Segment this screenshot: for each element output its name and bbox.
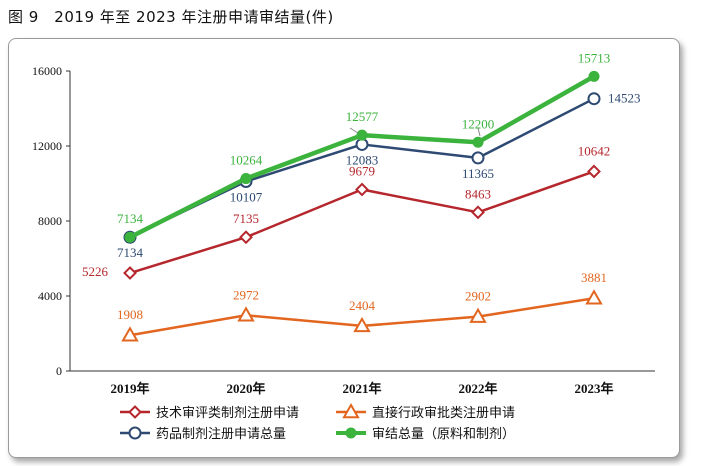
circle-marker [128,426,142,440]
data-label: 12577 [346,109,379,124]
data-label: 7134 [117,211,144,226]
data-label: 12200 [462,116,495,131]
legend-label: 审结总量（原料和制剂） [372,427,515,442]
data-label: 15713 [578,50,611,65]
x-tick-label: 2020年 [226,381,265,396]
x-tick-label: 2019年 [110,381,149,396]
triangle-marker [353,316,371,333]
triangle-marker [469,307,487,323]
data-label: 7135 [233,211,259,226]
figure-title: 图 9 2019 年至 2023 年注册申请审结量(件) [8,8,334,26]
data-label: 5226 [82,264,109,279]
triangle-marker [585,289,603,305]
data-label: 11365 [462,166,494,181]
circle-marker [471,151,485,165]
data-label: 2972 [233,287,259,302]
data-label: 3881 [581,270,607,285]
dot-marker [345,427,357,439]
diamond-marker [355,182,369,197]
triangle-marker [121,326,139,342]
data-label: 9679 [349,164,375,179]
data-label: 2902 [465,289,491,304]
x-tick-label: 2021年 [342,381,381,396]
legend-label: 技术审评类制剂注册申请 [156,406,299,421]
data-label: 12083 [346,152,379,167]
legend-label: 直接行政审批类注册申请 [372,405,515,421]
dot-marker [356,129,368,141]
data-label: 2404 [349,298,376,313]
y-tick-label: 0 [56,364,62,378]
dot-marker [472,136,484,148]
data-label: 7134 [117,245,144,260]
diamond-marker [123,266,137,280]
dot-marker [124,231,136,243]
leader-line [477,127,481,137]
legend-label: 药品制剂注册申请总量 [156,427,286,442]
data-label: 10264 [230,153,263,168]
triangle-marker [237,306,255,322]
data-label: 14523 [608,91,641,106]
dot-marker [588,70,600,82]
diamond-marker [587,164,601,179]
circle-marker [587,92,601,106]
data-label: 10642 [578,143,611,158]
chart-frame [8,38,680,458]
y-tick-label: 16000 [32,64,62,78]
diamond-marker [239,230,253,245]
y-tick-label: 4000 [38,289,62,303]
data-label: 10107 [230,189,263,204]
data-label: 8463 [465,186,491,201]
y-tick-label: 8000 [38,214,62,228]
x-tick-label: 2023年 [574,381,613,396]
x-tick-label: 2022年 [458,381,497,396]
leader-line [349,127,359,134]
triangle-marker [342,402,360,419]
diamond-marker [128,405,142,419]
diamond-marker [471,205,485,220]
data-label: 1908 [117,307,143,322]
dot-marker [240,173,252,185]
y-tick-label: 12000 [32,139,62,153]
